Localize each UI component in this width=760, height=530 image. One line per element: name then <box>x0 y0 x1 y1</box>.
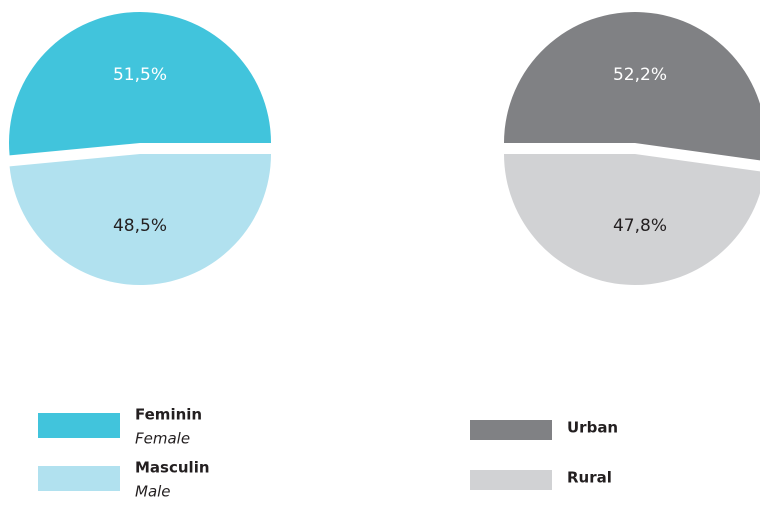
value-label: 52,2% <box>613 65 667 85</box>
value-label: 48,5% <box>113 216 167 236</box>
legend-label: Urban <box>567 419 618 437</box>
legend-swatch <box>38 413 120 438</box>
legend-sublabel: Male <box>135 483 171 501</box>
pie-slice <box>504 11 760 161</box>
legend-swatch <box>470 420 552 440</box>
legend-label: Rural <box>567 469 612 487</box>
legend-sublabel: Female <box>135 430 190 448</box>
legend-swatch <box>38 466 120 491</box>
pie-slice <box>504 154 760 285</box>
legend-swatch <box>470 470 552 490</box>
value-label: 47,8% <box>613 216 667 236</box>
legend-label: Feminin <box>135 406 202 424</box>
value-label: 51,5% <box>113 65 167 85</box>
legend-label: Masculin <box>135 459 210 477</box>
pie-slice <box>9 154 271 285</box>
pie-slice <box>8 11 272 156</box>
